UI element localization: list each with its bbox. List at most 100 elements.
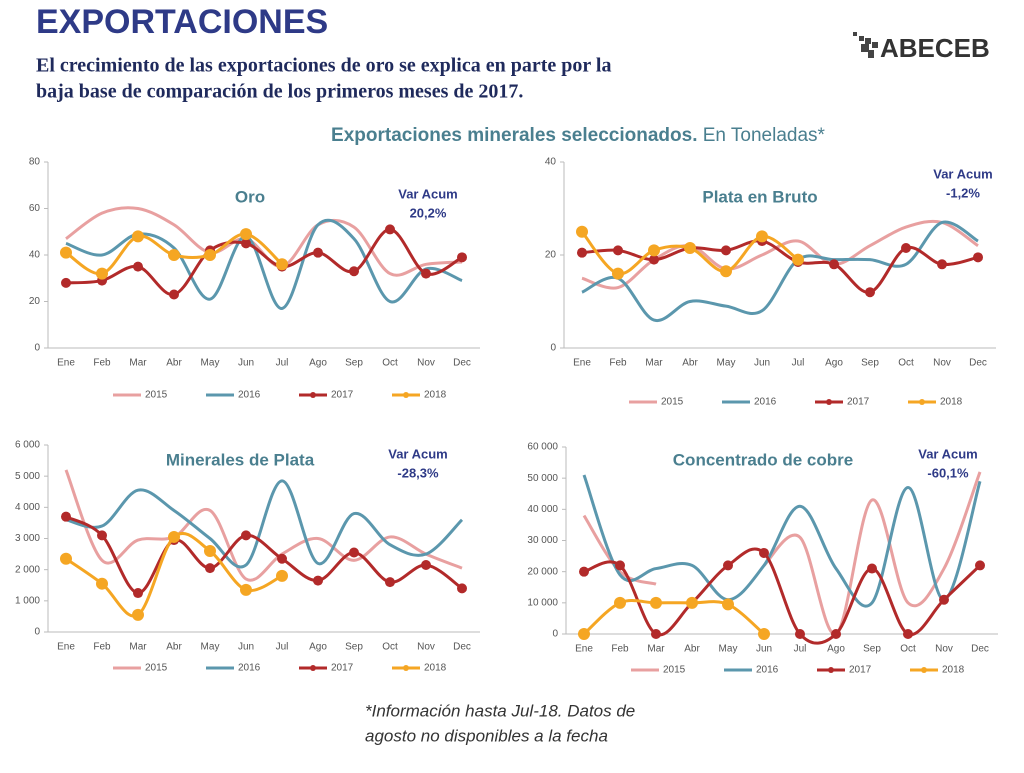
- marker: [60, 246, 72, 259]
- marker: [579, 566, 589, 577]
- marker: [758, 628, 770, 640]
- x-tick-label: Ene: [573, 358, 591, 369]
- x-tick-label: Dec: [453, 358, 471, 369]
- marker: [649, 254, 659, 265]
- footnote: agosto no disponibles a la fecha: [365, 726, 608, 745]
- marker: [901, 243, 911, 254]
- legend-label: 2016: [238, 390, 261, 401]
- x-tick-label: Dec: [969, 358, 987, 369]
- marker: [241, 530, 251, 541]
- logo: ABECEB: [880, 33, 990, 63]
- x-tick-label: Feb: [93, 358, 111, 369]
- x-tick-label: Jun: [238, 358, 254, 369]
- legend-label: 2016: [754, 397, 777, 408]
- marker: [722, 598, 734, 611]
- marker: [313, 247, 323, 258]
- marker: [723, 560, 733, 571]
- y-tick-label: 40: [29, 250, 41, 261]
- marker: [867, 563, 877, 574]
- legend-label: 2018: [424, 390, 447, 401]
- legend-label: 2017: [847, 397, 870, 408]
- y-tick-label: 3 000: [15, 533, 40, 544]
- y-tick-label: 40 000: [527, 504, 558, 515]
- x-tick-label: May: [719, 644, 738, 655]
- x-tick-label: Nov: [417, 358, 435, 369]
- x-tick-label: Sep: [863, 644, 881, 655]
- x-tick-label: Dec: [453, 642, 471, 653]
- x-tick-label: Feb: [611, 644, 629, 655]
- chart-title: Concentrado de cobre: [673, 450, 853, 469]
- footnote: *Información hasta Jul-18. Datos de: [365, 701, 635, 720]
- y-tick-label: 20: [29, 296, 41, 307]
- legend-label: 2018: [940, 397, 963, 408]
- y-tick-label: 20 000: [527, 566, 558, 577]
- x-tick-label: Ago: [825, 358, 843, 369]
- x-tick-label: May: [717, 358, 736, 369]
- marker: [240, 583, 252, 596]
- marker: [132, 608, 144, 621]
- marker: [349, 547, 359, 558]
- x-tick-label: Jul: [792, 358, 805, 369]
- marker: [650, 596, 662, 609]
- annotation-label: Var Acum: [398, 186, 458, 201]
- y-tick-label: 5 000: [15, 471, 40, 482]
- x-tick-label: Ene: [575, 644, 593, 655]
- x-tick-label: Ago: [309, 358, 327, 369]
- marker: [132, 230, 144, 243]
- series-line: [65, 479, 464, 569]
- section-title-main: Exportaciones minerales seleccionados.: [331, 125, 697, 146]
- y-tick-label: 0: [550, 343, 556, 354]
- series-line: [582, 471, 982, 636]
- marker: [612, 267, 624, 280]
- marker: [168, 249, 180, 261]
- y-tick-label: 60: [29, 203, 41, 214]
- annotation-label: Var Acum: [388, 446, 448, 461]
- marker: [60, 552, 72, 565]
- legend-label: 2016: [238, 663, 261, 674]
- y-tick-label: 10 000: [527, 597, 558, 608]
- x-tick-label: Jun: [756, 644, 772, 655]
- marker: [61, 511, 71, 522]
- x-tick-label: Jul: [276, 358, 289, 369]
- marker: [241, 238, 251, 249]
- x-tick-label: Nov: [417, 642, 435, 653]
- x-tick-label: Abr: [684, 644, 700, 655]
- legend-label: 2018: [424, 663, 447, 674]
- marker: [651, 629, 661, 639]
- annotation-label: Var Acum: [933, 166, 993, 181]
- marker: [61, 277, 71, 288]
- series-line: [582, 474, 982, 608]
- marker: [385, 224, 395, 235]
- y-tick-label: 1 000: [15, 595, 40, 606]
- x-tick-label: Oct: [382, 358, 398, 369]
- x-tick-label: Sep: [345, 358, 363, 369]
- series-line: [65, 531, 283, 618]
- marker: [240, 228, 252, 241]
- y-tick-label: 0: [34, 343, 40, 354]
- legend-label: 2015: [145, 663, 168, 674]
- x-tick-label: Mar: [645, 358, 663, 369]
- subtitle: baja base de comparación de los primeros…: [36, 81, 523, 103]
- x-tick-label: Feb: [93, 642, 111, 653]
- marker: [349, 266, 359, 277]
- legend-label: 2015: [145, 390, 168, 401]
- marker: [792, 253, 804, 266]
- marker: [795, 629, 805, 639]
- series-line: [65, 515, 463, 595]
- y-tick-label: 6 000: [15, 440, 40, 451]
- marker: [421, 268, 431, 279]
- marker: [457, 583, 467, 594]
- y-tick-label: 20: [545, 250, 557, 261]
- series-line: [581, 219, 979, 290]
- slide-title: EXPORTACIONES: [36, 3, 328, 41]
- marker: [96, 267, 108, 280]
- marker: [721, 245, 731, 256]
- x-tick-label: Feb: [609, 358, 627, 369]
- section-title: Exportaciones minerales seleccionados. E…: [331, 125, 826, 146]
- y-tick-label: 2 000: [15, 564, 40, 575]
- legend-marker: [310, 665, 316, 671]
- x-tick-label: Mar: [129, 358, 147, 369]
- x-tick-label: Nov: [933, 358, 951, 369]
- x-tick-label: May: [201, 642, 220, 653]
- x-tick-label: Mar: [129, 642, 147, 653]
